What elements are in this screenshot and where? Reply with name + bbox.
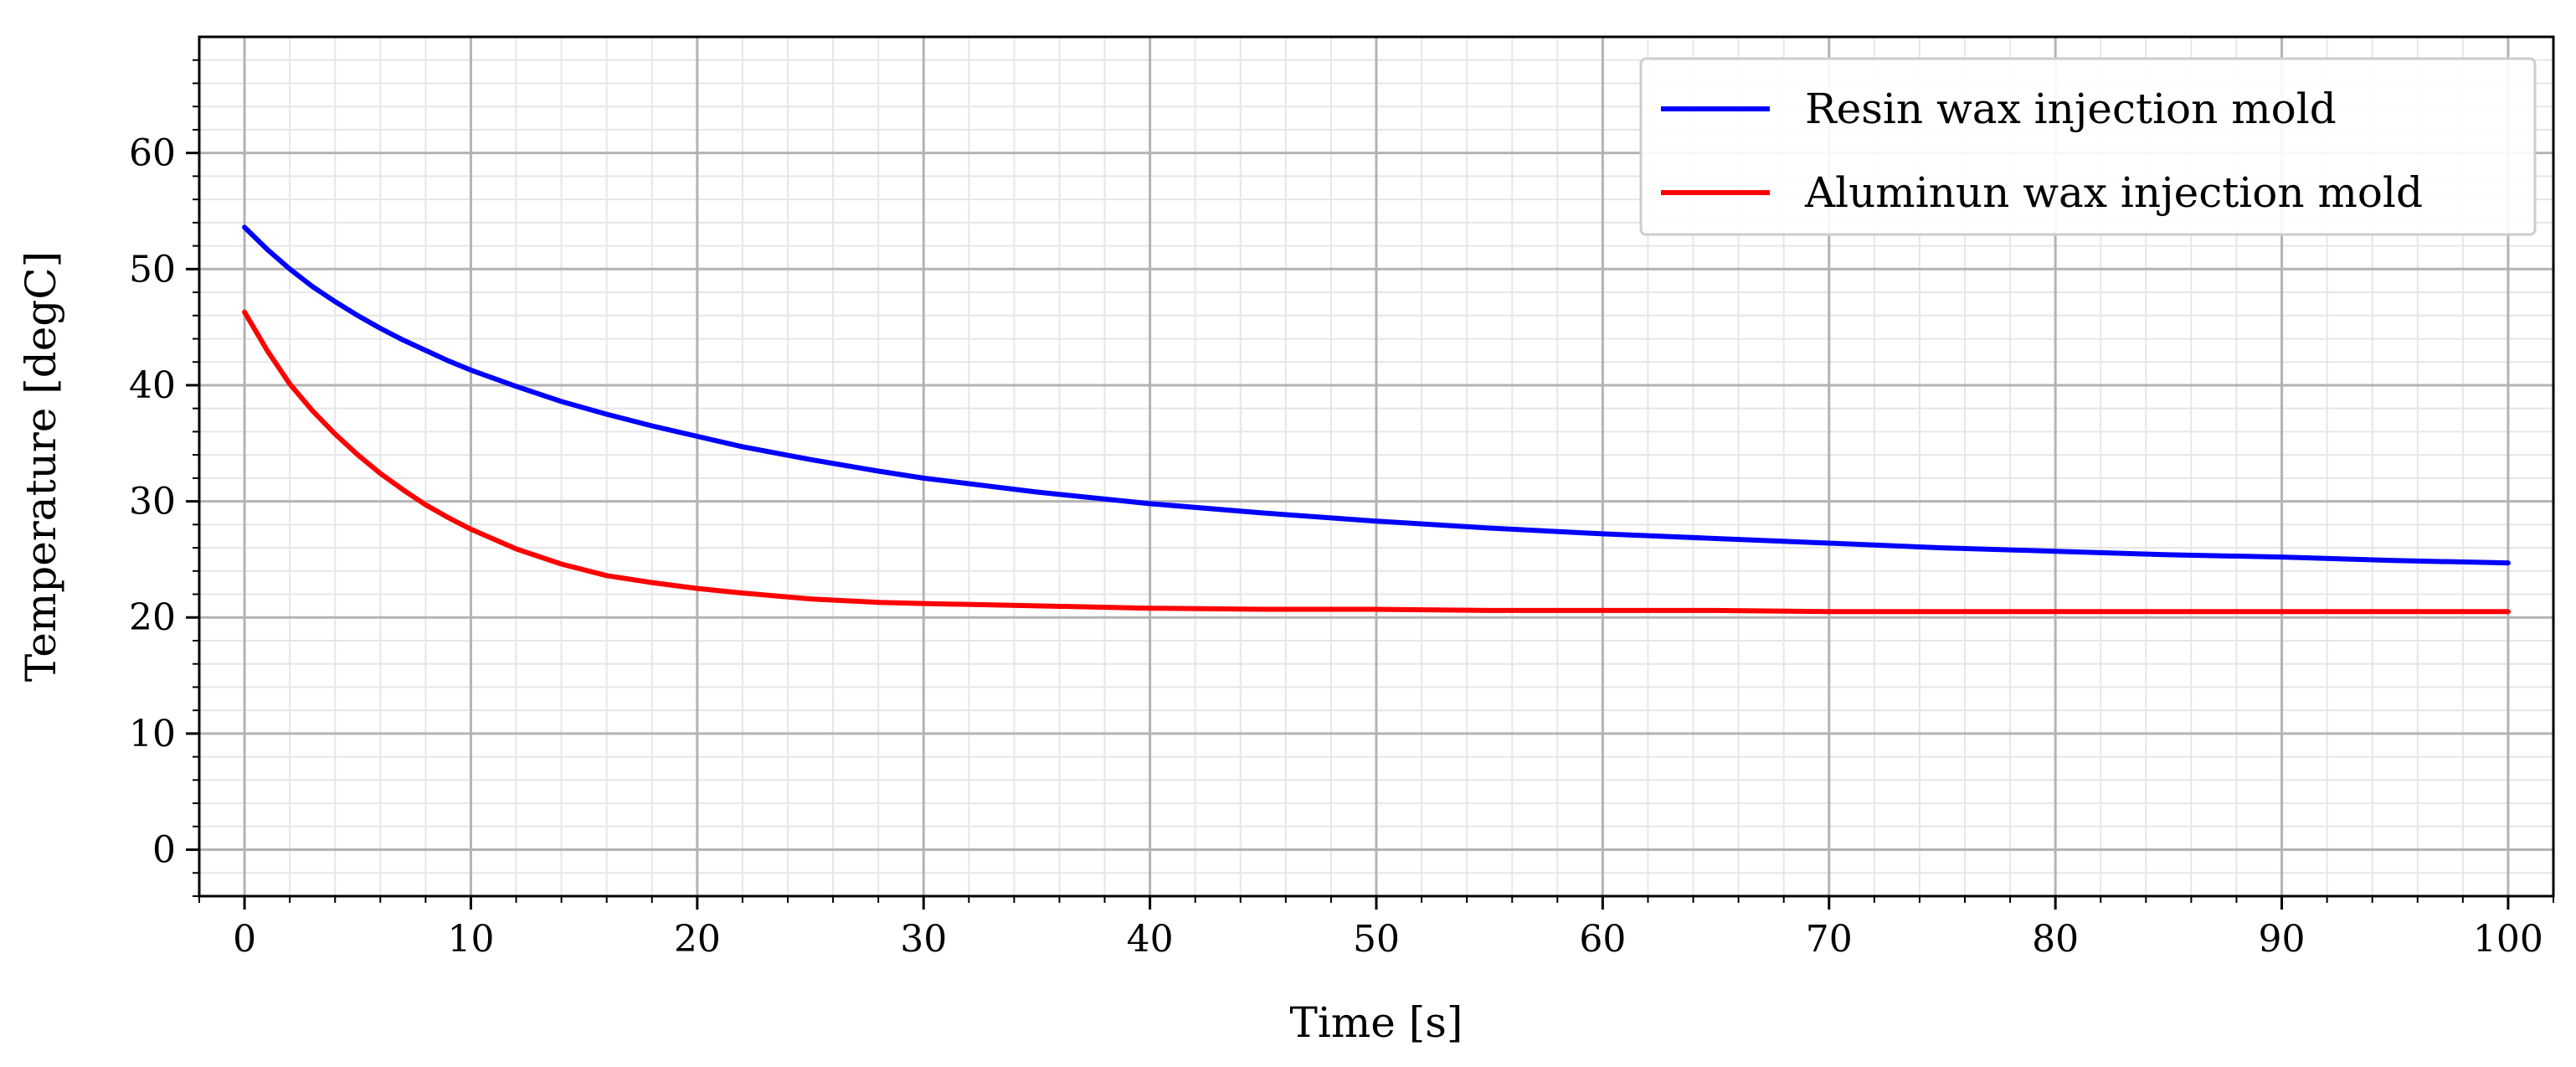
- x-tick-label: 80: [2032, 918, 2079, 961]
- y-tick-label: 60: [129, 132, 176, 175]
- y-tick-label: 20: [129, 596, 176, 639]
- x-tick-label: 90: [2259, 918, 2306, 961]
- y-tick-label: 40: [129, 364, 176, 407]
- x-tick-label: 100: [2473, 918, 2543, 961]
- x-tick-label: 0: [233, 918, 256, 961]
- x-tick-label: 60: [1579, 918, 1626, 961]
- x-tick-label: 30: [900, 918, 947, 961]
- y-axis-title: Temperature [degC]: [17, 251, 65, 682]
- axis-ticks: [186, 59, 2554, 910]
- legend-label-aluminun: Aluminun wax injection mold: [1804, 168, 2423, 217]
- legend-label-resin: Resin wax injection mold: [1805, 85, 2337, 133]
- x-tick-labels: 0 10 20 30 40 50 60 70 80 90 100: [233, 918, 2543, 961]
- x-axis-title: Time [s]: [1290, 998, 1463, 1047]
- y-tick-label: 10: [129, 713, 176, 755]
- x-tick-label: 40: [1127, 918, 1174, 961]
- series-layer: [242, 224, 2511, 615]
- x-tick-label: 70: [1806, 918, 1853, 961]
- x-tick-label: 10: [447, 918, 494, 961]
- major-grid: [199, 37, 2553, 896]
- y-tick-label: 30: [129, 481, 176, 523]
- y-tick-label: 0: [152, 829, 176, 872]
- y-tick-labels: 0 10 20 30 40 50 60: [129, 132, 176, 872]
- series-line-aluminun: [242, 309, 2511, 615]
- x-tick-label: 20: [674, 918, 721, 961]
- legend-box: [1639, 57, 2537, 236]
- x-tick-label: 50: [1353, 918, 1400, 961]
- legend: Resin wax injection mold Aluminun wax in…: [1639, 57, 2537, 236]
- series-line-resin: [242, 224, 2511, 566]
- y-tick-label: 50: [129, 248, 176, 291]
